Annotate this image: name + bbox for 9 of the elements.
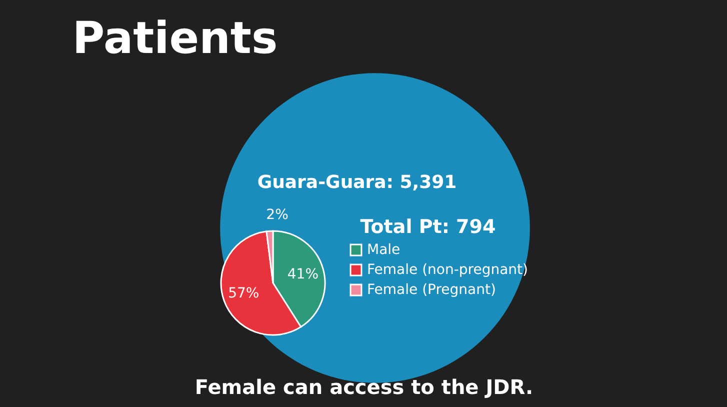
data-label: 2% (266, 207, 288, 224)
data-label: 41% (287, 266, 319, 282)
data-label: 57% (228, 286, 260, 302)
text: Total Pt: 794 (360, 216, 496, 238)
text: Guara-Guara: 5,391 (257, 172, 457, 193)
legend-label: Female (Pregnant) (367, 282, 496, 298)
legend-label: Male (367, 242, 400, 258)
chart-title: Patients (72, 13, 278, 64)
text: Female can access to the JDR. (194, 375, 534, 399)
